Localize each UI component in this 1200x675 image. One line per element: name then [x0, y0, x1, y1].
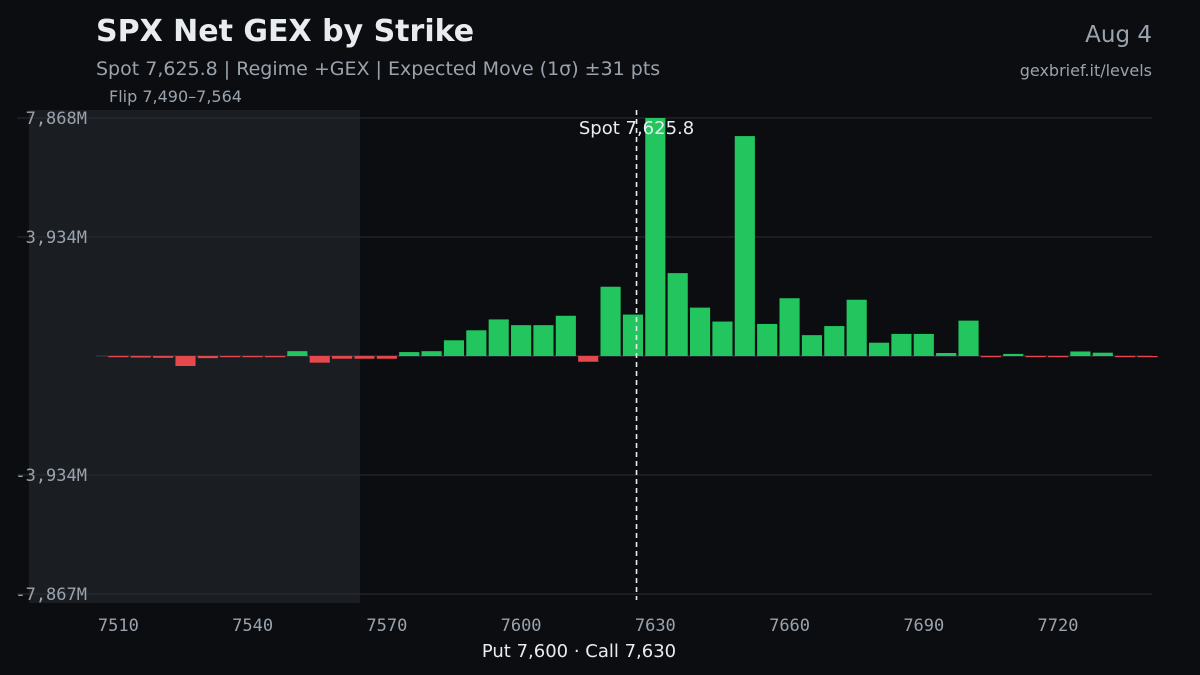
x-tick-label: 7570 [366, 616, 407, 636]
x-tick-label: 7690 [903, 616, 944, 636]
gex-bar [936, 352, 957, 357]
gex-bar [1047, 356, 1069, 358]
gex-bar [1092, 352, 1113, 357]
y-tick-label: -3,934M [15, 466, 87, 486]
gex-bar [130, 356, 151, 358]
gex-bar [712, 321, 733, 357]
gex-bar [622, 314, 644, 357]
gex-bar [555, 315, 576, 357]
gex-bar [443, 340, 465, 357]
gex-bar [354, 356, 375, 359]
gex-bar [1003, 353, 1024, 357]
gex-bar [757, 323, 778, 357]
chart-subtitle: Spot 7,625.8 | Regime +GEX | Expected Mo… [96, 58, 661, 80]
gex-bar [488, 319, 509, 357]
gex-bar [913, 333, 934, 357]
x-axis-label: Put 7,600 · Call 7,630 [482, 641, 676, 662]
gex-bar [891, 333, 912, 357]
gex-bar [287, 351, 308, 357]
gex-bar [1025, 356, 1046, 358]
date-label: Aug 4 [1085, 22, 1152, 48]
gex-bar [421, 351, 442, 357]
flip-zone-layer: Flip 7,490–7,564 [28, 87, 361, 603]
gex-bar [309, 356, 330, 363]
x-tick-label: 7660 [769, 616, 810, 636]
gex-bar [801, 335, 822, 357]
x-tick-label: 7540 [232, 616, 273, 636]
gex-bar [958, 320, 979, 357]
gex-bar [242, 356, 263, 358]
gex-bar [1070, 351, 1091, 357]
x-tick-label: 7720 [1038, 616, 1079, 636]
gex-bar [197, 356, 218, 359]
site-label: gexbrief.it/levels [1019, 61, 1152, 80]
gex-bar [734, 136, 755, 357]
x-tick-label: 7630 [635, 616, 676, 636]
gex-bar [846, 299, 867, 357]
gex-bar [466, 330, 487, 357]
spot-layer: Spot 7,625.8 [579, 110, 694, 600]
gex-bar [690, 307, 711, 357]
gex-bar [824, 326, 845, 357]
bars-layer [108, 118, 1158, 366]
flip-zone-label: Flip 7,490–7,564 [109, 87, 242, 106]
gex-bar [175, 356, 196, 366]
gex-bar [667, 273, 688, 357]
gex-bar [332, 356, 353, 359]
gex-bar [868, 342, 890, 357]
gex-bar [578, 356, 599, 362]
gex-bar [980, 356, 1001, 358]
gex-bar [600, 286, 621, 357]
axis-layer: 7,868M 3,934M -3,934M -7,867M 7510 7540 7570 76… [15, 109, 1078, 662]
gex-bar [153, 356, 174, 358]
gex-bar [645, 118, 666, 357]
gex-bar [1137, 356, 1158, 358]
gex-bar [399, 352, 420, 357]
spot-label: Spot 7,625.8 [579, 118, 694, 139]
x-tick-label: 7600 [501, 616, 542, 636]
chart-title: SPX Net GEX by Strike [96, 14, 475, 49]
gex-bar [376, 356, 397, 359]
gex-bar [220, 356, 241, 358]
y-tick-label: -7,867M [15, 585, 87, 605]
gex-bar [511, 325, 532, 357]
gex-bar [108, 356, 129, 358]
gex-bar [264, 356, 286, 358]
y-tick-label: 7,868M [26, 109, 87, 129]
gex-bar [1115, 356, 1136, 358]
y-tick-label: 3,934M [26, 228, 87, 248]
x-tick-label: 7510 [98, 616, 139, 636]
gex-bar [533, 325, 554, 357]
gex-bar [779, 298, 800, 357]
